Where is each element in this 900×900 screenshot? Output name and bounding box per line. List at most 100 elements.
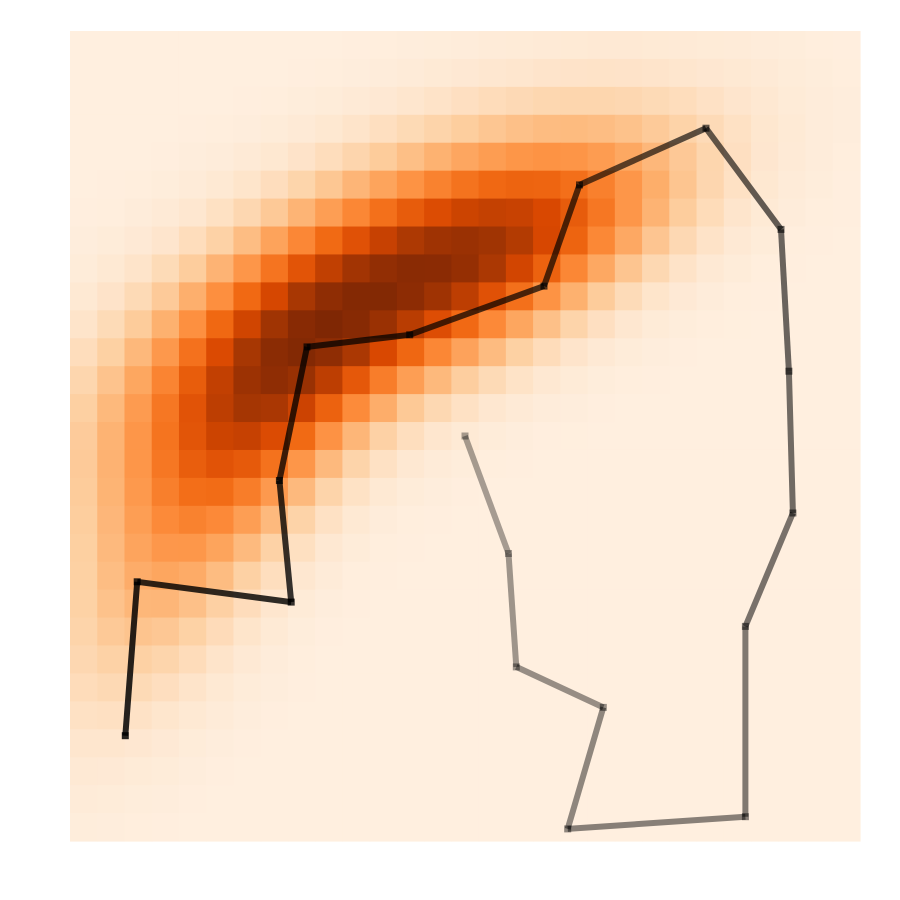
heatmap-cell: [287, 31, 316, 60]
heatmap-cell: [505, 785, 534, 814]
heatmap-cell: [315, 785, 344, 814]
heatmap-cell: [233, 31, 262, 60]
heatmap-cell: [478, 338, 507, 367]
heatmap-cell: [805, 58, 834, 88]
heatmap-cell: [287, 477, 316, 507]
heatmap-cell: [70, 813, 98, 842]
heatmap-cell: [342, 114, 371, 144]
heatmap-cell: [614, 198, 643, 228]
heatmap-cell: [587, 86, 616, 116]
heatmap-cell: [178, 170, 207, 200]
heatmap-cell: [233, 338, 262, 367]
heatmap-cell: [587, 226, 616, 256]
heatmap-cell: [260, 58, 289, 88]
heatmap-cell: [642, 58, 670, 88]
heatmap-cell: [614, 617, 643, 647]
heatmap-cell: [723, 673, 752, 702]
heatmap-cell: [614, 533, 643, 563]
heatmap-cell: [151, 226, 180, 256]
heatmap-cell: [287, 226, 316, 256]
heatmap-cell: [178, 86, 207, 116]
heatmap-cell: [178, 254, 207, 283]
heatmap-cell: [642, 338, 670, 367]
heatmap-cell: [832, 366, 861, 395]
heatmap-cell: [178, 310, 207, 339]
heatmap-cell: [478, 561, 507, 591]
heatmap-cell: [287, 505, 316, 535]
trajectory-segment: [306, 331, 411, 350]
heatmap-cell: [696, 338, 725, 367]
heatmap-cell: [642, 254, 670, 283]
heatmap-cell: [124, 31, 153, 60]
heatmap-cell: [696, 785, 725, 814]
heatmap-cell: [696, 589, 725, 619]
heatmap-cell: [97, 477, 126, 507]
heatmap-cell: [505, 701, 534, 730]
heatmap-cell: [587, 757, 616, 786]
heatmap-cell: [287, 729, 316, 758]
heatmap-cell: [533, 673, 561, 702]
heatmap-cell: [396, 505, 425, 535]
heatmap-cell: [260, 31, 289, 60]
trajectory-segment: [276, 346, 310, 482]
heatmap-cell: [287, 673, 316, 702]
heatmap-cell: [287, 533, 316, 563]
heatmap-cell: [751, 505, 779, 535]
heatmap-cell: [805, 785, 834, 814]
heatmap-cell: [233, 226, 262, 256]
heatmap-cell: [642, 310, 670, 339]
heatmap-cell: [696, 701, 725, 730]
heatmap-cell: [315, 114, 344, 144]
heatmap-cell: [287, 785, 316, 814]
heatmap-cell: [151, 366, 180, 395]
heatmap-cell: [751, 449, 779, 479]
heatmap-cell: [533, 449, 561, 479]
heatmap-cell: [206, 31, 235, 60]
heatmap-cell: [97, 31, 126, 60]
heatmap-cell: [832, 449, 861, 479]
heatmap-cell: [342, 31, 371, 60]
heatmap-cell: [560, 701, 589, 730]
heatmap-cell: [696, 254, 725, 283]
heatmap-cell: [342, 729, 371, 758]
heatmap-cell: [315, 394, 344, 423]
heatmap-cell: [778, 813, 807, 842]
heatmap-cell: [778, 561, 807, 591]
heatmap-cell: [805, 533, 834, 563]
heatmap-cell: [587, 561, 616, 591]
heatmap-cell: [424, 449, 452, 479]
trajectory-point: [121, 732, 129, 740]
heatmap-cell: [124, 58, 153, 88]
heatmap-cell: [723, 729, 752, 758]
heatmap-cell: [614, 673, 643, 702]
heatmap-cell: [424, 477, 452, 507]
heatmap-cell: [206, 477, 235, 507]
heatmap-cell: [396, 170, 425, 200]
heatmap-cell: [151, 114, 180, 144]
heatmap-cell: [505, 31, 534, 60]
heatmap-cell: [669, 757, 698, 786]
heatmap-cell: [560, 589, 589, 619]
heatmap-cell: [70, 170, 98, 200]
heatmap-cell: [315, 254, 344, 283]
heatmap-cell: [560, 114, 589, 144]
heatmap-cell: [124, 142, 153, 172]
heatmap-cell: [151, 785, 180, 814]
heatmap-cell: [396, 254, 425, 283]
heatmap-cell: [260, 86, 289, 116]
heatmap-cell: [396, 338, 425, 367]
heatmap-cell: [260, 226, 289, 256]
heatmap-cell: [70, 114, 98, 144]
heatmap-cell: [151, 533, 180, 563]
heatmap-cell: [669, 673, 698, 702]
heatmap-cell: [587, 338, 616, 367]
heatmap-cell: [178, 282, 207, 311]
heatmap-cell: [642, 170, 670, 200]
heatmap-cell: [751, 422, 779, 451]
heatmap-cell: [614, 31, 643, 60]
heatmap-cell: [369, 226, 398, 256]
heatmap-cell: [505, 645, 534, 675]
heatmap-cell: [70, 561, 98, 591]
heatmap-cell: [614, 785, 643, 814]
heatmap-cell: [723, 338, 752, 367]
